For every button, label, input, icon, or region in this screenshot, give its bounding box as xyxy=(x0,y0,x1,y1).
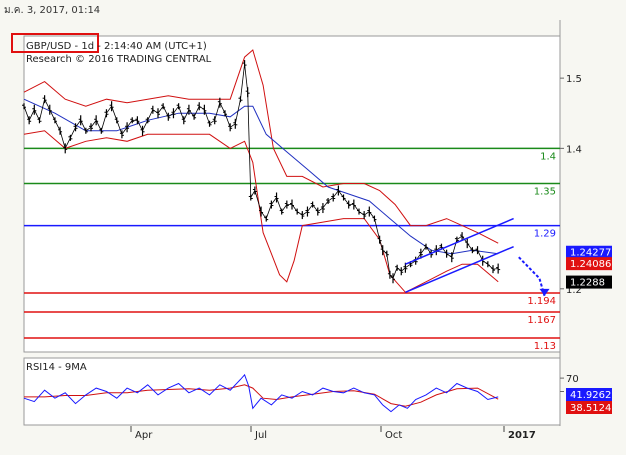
level-label: 1.35 xyxy=(534,186,556,197)
x-tick-label: Apr xyxy=(135,430,153,441)
chart-subtitle: Research © 2016 TRADING CENTRAL xyxy=(26,54,212,65)
y-tick-label: 1.5 xyxy=(566,74,582,85)
forecast-arrow-head xyxy=(539,288,550,296)
chart-title: GBP/USD - 1d - 2:14:40 AM (UTC+1) xyxy=(26,41,207,52)
rsi-panel xyxy=(23,357,561,426)
price-label: 1.2288 xyxy=(570,278,605,289)
rsi-value-label: 41.9262 xyxy=(570,390,611,401)
level-label: 1.13 xyxy=(534,341,556,352)
rsi-line xyxy=(23,373,499,413)
x-tick-label: Oct xyxy=(385,430,402,441)
rsi-title: RSI14 - 9MA xyxy=(26,362,87,373)
x-tick-label: Jul xyxy=(254,430,267,441)
rsi-value-label: 38.5124 xyxy=(570,403,611,414)
datetime-label: ม.ค. 3, 2017, 01:14 xyxy=(4,5,101,16)
channel-upper-line xyxy=(405,217,514,265)
rsi-value-box xyxy=(566,401,612,414)
rsi-tick-label: 70 xyxy=(566,374,579,385)
y-tick-label: 1.4 xyxy=(566,144,582,155)
title-highlight-box xyxy=(11,33,99,53)
price-label-box xyxy=(566,245,612,259)
level-label: 1.4 xyxy=(540,151,556,162)
y-tick-label: 1.2 xyxy=(566,285,582,296)
level-label: 1.29 xyxy=(534,229,556,240)
price-label-box xyxy=(566,275,612,289)
channel-lower-line xyxy=(405,245,514,294)
price-label: 1.24086 xyxy=(570,259,611,270)
x-tick-label: 2017 xyxy=(508,430,536,441)
rsi-value-box xyxy=(566,388,612,401)
bollinger-upper-line xyxy=(23,49,499,244)
price-panel xyxy=(23,35,561,353)
moving-average-line xyxy=(23,98,499,255)
level-label: 1.194 xyxy=(527,296,556,307)
rsi-ma-line xyxy=(24,384,499,407)
price-label: 1.24277 xyxy=(570,248,611,259)
level-label: 1.167 xyxy=(527,315,556,326)
price-label-box xyxy=(566,257,612,271)
x-axis-area xyxy=(0,426,626,455)
